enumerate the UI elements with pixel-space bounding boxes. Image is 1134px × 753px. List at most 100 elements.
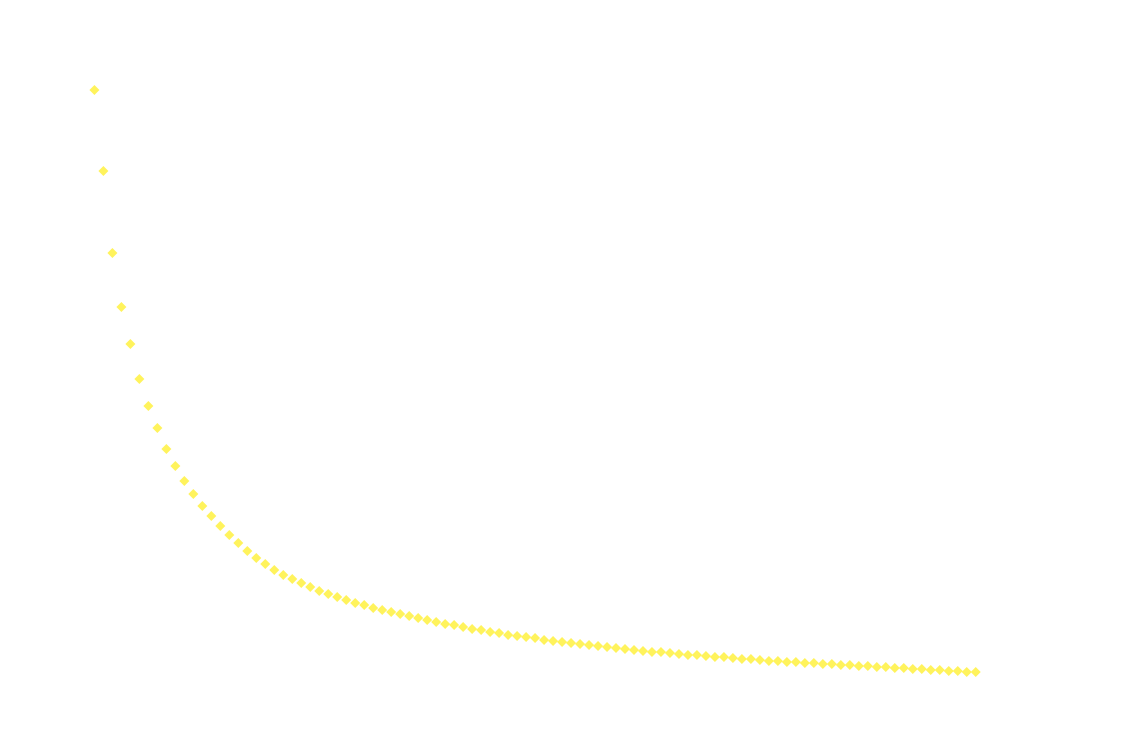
point <box>224 530 235 540</box>
point <box>98 166 109 176</box>
point <box>107 248 118 258</box>
point <box>197 501 208 511</box>
point <box>116 302 127 312</box>
point <box>242 546 253 556</box>
point <box>233 538 244 548</box>
point <box>269 565 280 575</box>
point <box>152 423 163 433</box>
point <box>215 521 226 531</box>
point <box>853 661 864 671</box>
point <box>548 636 559 646</box>
point <box>898 663 909 673</box>
point <box>575 639 586 649</box>
point <box>763 656 774 666</box>
point <box>566 638 577 648</box>
point <box>646 647 657 657</box>
point <box>368 603 379 613</box>
point <box>494 628 505 638</box>
point <box>557 637 568 647</box>
point <box>296 578 307 588</box>
point <box>682 650 693 660</box>
point <box>161 444 172 454</box>
point <box>89 85 100 95</box>
point <box>413 613 424 623</box>
point <box>323 589 334 599</box>
point <box>611 643 622 653</box>
point <box>781 657 792 667</box>
point <box>718 652 729 662</box>
point <box>476 625 487 635</box>
point <box>359 600 370 610</box>
point <box>134 374 145 384</box>
point <box>512 631 523 641</box>
point <box>260 559 271 569</box>
point <box>251 553 262 563</box>
point <box>350 598 361 608</box>
point <box>458 622 469 632</box>
point <box>907 664 918 674</box>
point <box>826 659 837 669</box>
point <box>341 595 352 605</box>
point <box>404 611 415 621</box>
point <box>835 660 846 670</box>
point <box>664 648 675 658</box>
point <box>278 570 289 580</box>
point <box>602 642 613 652</box>
point <box>314 586 325 596</box>
point <box>386 607 397 617</box>
point <box>691 650 702 660</box>
point <box>916 664 927 674</box>
point <box>125 339 136 349</box>
point <box>871 662 882 672</box>
point <box>143 401 154 411</box>
point <box>287 574 298 584</box>
point <box>943 666 954 676</box>
point <box>628 645 639 655</box>
point <box>970 667 981 677</box>
point <box>709 652 720 662</box>
point <box>170 461 181 471</box>
point <box>673 649 684 659</box>
point <box>521 632 532 642</box>
point <box>889 663 900 673</box>
point <box>539 635 550 645</box>
point <box>952 666 963 676</box>
point <box>620 644 631 654</box>
point <box>431 617 442 627</box>
point <box>934 665 945 675</box>
point <box>754 655 765 665</box>
point <box>467 624 478 634</box>
point <box>440 619 451 629</box>
point <box>332 592 343 602</box>
point <box>377 605 388 615</box>
point <box>395 609 406 619</box>
point <box>736 654 747 664</box>
point <box>862 661 873 671</box>
point <box>179 476 190 486</box>
point <box>485 627 496 637</box>
point <box>700 651 711 661</box>
point <box>655 647 666 657</box>
point <box>808 658 819 668</box>
point <box>745 654 756 664</box>
point <box>925 665 936 675</box>
point <box>880 662 891 672</box>
point <box>449 620 460 630</box>
point <box>799 658 810 668</box>
point <box>530 633 541 643</box>
point <box>727 653 738 663</box>
point <box>817 659 828 669</box>
point <box>772 656 783 666</box>
point <box>584 640 595 650</box>
point <box>206 511 217 521</box>
point <box>305 582 316 592</box>
point <box>844 660 855 670</box>
point <box>637 646 648 656</box>
point <box>422 615 433 625</box>
point <box>790 657 801 667</box>
point <box>961 667 972 677</box>
point <box>188 489 199 499</box>
point <box>503 630 514 640</box>
